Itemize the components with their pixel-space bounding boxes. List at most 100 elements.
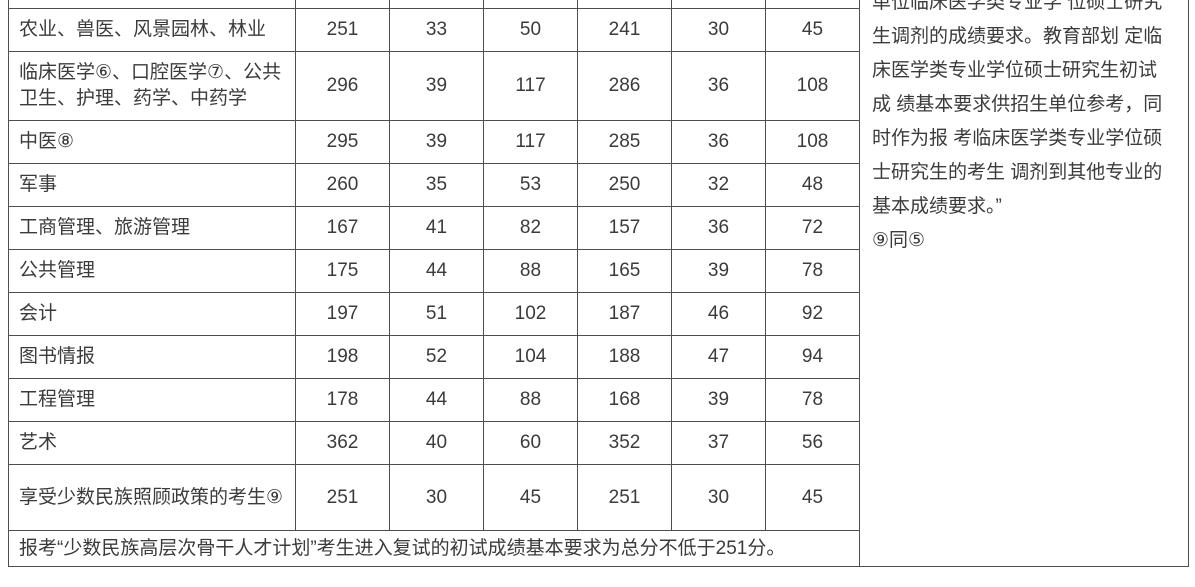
- score-cell: 82: [483, 206, 578, 250]
- score-cell: 251: [577, 464, 672, 531]
- score-cell: 88: [483, 249, 578, 293]
- table-row: 享受少数民族照顾政策的考生⑨ 251 30 45 251 30 45: [8, 464, 860, 531]
- cut-cell: [389, 0, 484, 9]
- category-cell: 图书情报: [8, 335, 296, 379]
- score-cell: 250: [577, 163, 672, 207]
- score-cell: 56: [765, 421, 860, 465]
- score-cell: 251: [295, 8, 390, 52]
- score-cell: 41: [389, 206, 484, 250]
- note-line: 士研究生的考生 调剂到其他专业的: [872, 162, 1163, 183]
- score-cell: 260: [295, 163, 390, 207]
- score-cell: 72: [765, 206, 860, 250]
- note-line: 时作为报 考临床医学类专业学位硕: [872, 128, 1163, 149]
- table-row: 艺术 362 40 60 352 37 56: [8, 421, 860, 465]
- score-cell: 286: [577, 51, 672, 121]
- score-cell: 88: [483, 378, 578, 422]
- score-cell: 241: [577, 8, 672, 52]
- score-cell: 52: [389, 335, 484, 379]
- score-cell: 40: [389, 421, 484, 465]
- score-cell: 53: [483, 163, 578, 207]
- table-row: 军事 260 35 53 250 32 48: [8, 163, 860, 207]
- score-cell: 36: [671, 120, 766, 164]
- score-cell: 44: [389, 249, 484, 293]
- table-row: 公共管理 175 44 88 165 39 78: [8, 249, 860, 293]
- table-row: 中医⑧ 295 39 117 285 36 108: [8, 120, 860, 164]
- score-cell: 45: [765, 464, 860, 531]
- note-line: 生调剂的成绩要求。教育部划 定临: [872, 26, 1163, 47]
- footer-row: 报考“少数民族高层次骨干人才计划”考生进入复试的初试成绩基本要求为总分不低于25…: [8, 530, 860, 567]
- notes-panel: 单位临床医学类专业学 位硕士研究 生调剂的成绩要求。教育部划 定临 床医学类专业学位…: [859, 0, 1189, 567]
- score-cell: 39: [389, 120, 484, 164]
- cut-cell: [765, 0, 860, 9]
- category-cell: 中医⑧: [8, 120, 296, 164]
- cut-cell: [577, 0, 672, 9]
- cut-header-row: [8, 0, 860, 9]
- table-row: 临床医学⑥、口腔医学⑦、公共卫生、护理、药学、中药学 296 39 117 286 36 1…: [8, 51, 860, 121]
- cut-cell: [8, 0, 296, 9]
- score-cell: 78: [765, 378, 860, 422]
- score-cell: 285: [577, 120, 672, 164]
- note-line: ⑨同⑤: [872, 230, 926, 251]
- score-cell: 92: [765, 292, 860, 336]
- score-cell: 30: [671, 464, 766, 531]
- score-cell: 32: [671, 163, 766, 207]
- notes-panel-text: 单位临床医学类专业学 位硕士研究 生调剂的成绩要求。教育部划 定临 床医学类专业学位…: [872, 0, 1174, 258]
- score-cell: 51: [389, 292, 484, 336]
- score-cell: 108: [765, 51, 860, 121]
- score-cell: 94: [765, 335, 860, 379]
- score-cell: 45: [483, 464, 578, 531]
- score-cell: 44: [389, 378, 484, 422]
- score-cell: 108: [765, 120, 860, 164]
- score-cell: 30: [671, 8, 766, 52]
- score-cell: 46: [671, 292, 766, 336]
- category-cell: 军事: [8, 163, 296, 207]
- table-row: 农业、兽医、风景园林、林业 251 33 50 241 30 45: [8, 8, 860, 52]
- category-cell: 农业、兽医、风景园林、林业: [8, 8, 296, 52]
- footer-note: 报考“少数民族高层次骨干人才计划”考生进入复试的初试成绩基本要求为总分不低于25…: [8, 530, 860, 567]
- score-cell: 175: [295, 249, 390, 293]
- score-cell: 178: [295, 378, 390, 422]
- score-cell: 187: [577, 292, 672, 336]
- score-sheet: 农业、兽医、风景园林、林业 251 33 50 241 30 45 临床医学⑥、口腔医学⑦、公…: [8, 0, 1189, 567]
- score-cell: 102: [483, 292, 578, 336]
- score-cell: 167: [295, 206, 390, 250]
- category-cell: 临床医学⑥、口腔医学⑦、公共卫生、护理、药学、中药学: [8, 51, 296, 121]
- score-cell: 165: [577, 249, 672, 293]
- score-cell: 35: [389, 163, 484, 207]
- table-row: 会计 197 51 102 187 46 92: [8, 292, 860, 336]
- score-cell: 50: [483, 8, 578, 52]
- table-row: 图书情报 198 52 104 188 47 94: [8, 335, 860, 379]
- category-cell: 工商管理、旅游管理: [8, 206, 296, 250]
- table-row: 工商管理、旅游管理 167 41 82 157 36 72: [8, 206, 860, 250]
- score-cell: 168: [577, 378, 672, 422]
- category-cell: 工程管理: [8, 378, 296, 422]
- score-cell: 117: [483, 51, 578, 121]
- score-cell: 39: [671, 378, 766, 422]
- score-cell: 60: [483, 421, 578, 465]
- score-cell: 295: [295, 120, 390, 164]
- score-cell: 39: [671, 249, 766, 293]
- cut-cell: [671, 0, 766, 9]
- note-line: 基本成绩要求。”: [872, 196, 1002, 217]
- score-cell: 36: [671, 206, 766, 250]
- score-cell: 352: [577, 421, 672, 465]
- score-cell: 36: [671, 51, 766, 121]
- score-cell: 39: [389, 51, 484, 121]
- score-cell: 45: [765, 8, 860, 52]
- note-line: 成 绩基本要求供招生单位参考，同: [872, 94, 1163, 115]
- category-cell: 会计: [8, 292, 296, 336]
- score-cell: 197: [295, 292, 390, 336]
- category-cell: 公共管理: [8, 249, 296, 293]
- score-cell: 198: [295, 335, 390, 379]
- category-cell: 艺术: [8, 421, 296, 465]
- score-cell: 30: [389, 464, 484, 531]
- score-cell: 157: [577, 206, 672, 250]
- score-cell: 47: [671, 335, 766, 379]
- score-cell: 48: [765, 163, 860, 207]
- table-row: 工程管理 178 44 88 168 39 78: [8, 378, 860, 422]
- note-line: 单位临床医学类专业学 位硕士研究: [872, 0, 1163, 13]
- score-table-body: 农业、兽医、风景园林、林业 251 33 50 241 30 45 临床医学⑥、口腔医学⑦、公…: [8, 0, 860, 531]
- score-cell: 78: [765, 249, 860, 293]
- score-cell: 188: [577, 335, 672, 379]
- score-cell: 33: [389, 8, 484, 52]
